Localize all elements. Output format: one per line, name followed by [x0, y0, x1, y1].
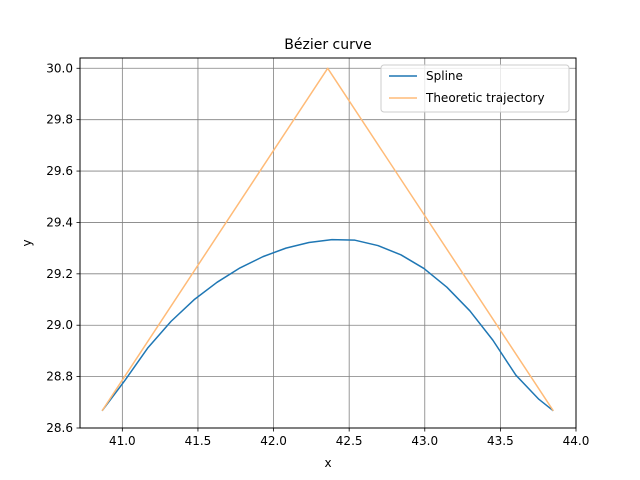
x-tick-label: 43.5	[487, 434, 514, 448]
plot-frame	[79, 57, 577, 429]
x-tick-label: 42.5	[336, 434, 363, 448]
y-tick-label: 29.6	[46, 164, 73, 178]
x-tick-label: 43.0	[411, 434, 438, 448]
legend-label-theoretic-trajectory: Theoretic trajectory	[425, 91, 545, 105]
y-tick-label: 28.8	[46, 370, 73, 384]
y-tick-label: 29.4	[46, 215, 73, 229]
y-axis-label: y	[20, 239, 34, 246]
plot-area	[80, 58, 576, 428]
y-tick-label: 29.8	[46, 113, 73, 127]
y-tick-label: 29.2	[46, 267, 73, 281]
y-tick-label: 28.6	[46, 421, 73, 435]
x-tick-label: 41.5	[185, 434, 212, 448]
series-line-theoretic-trajectory	[101, 67, 554, 412]
legend-label-spline: Spline	[426, 69, 463, 83]
legend-box	[380, 64, 570, 113]
ticks: 41.0 41.5 42.0 42.5 43.0 43.5 44.0 28.6 28.8 29.0…	[46, 61, 589, 448]
legend: Spline Theoretic trajectory	[380, 64, 570, 113]
series-layer	[101, 67, 554, 412]
series-line-spline	[101, 238, 554, 412]
x-tick-label: 44.0	[563, 434, 590, 448]
x-tick-label: 42.0	[260, 434, 287, 448]
y-tick-label: 29.0	[46, 318, 73, 332]
y-tick-label: 30.0	[46, 61, 73, 75]
x-axis-label: x	[324, 456, 331, 470]
chart-title: Bézier curve	[284, 37, 372, 53]
x-tick-label: 41.0	[109, 434, 136, 448]
